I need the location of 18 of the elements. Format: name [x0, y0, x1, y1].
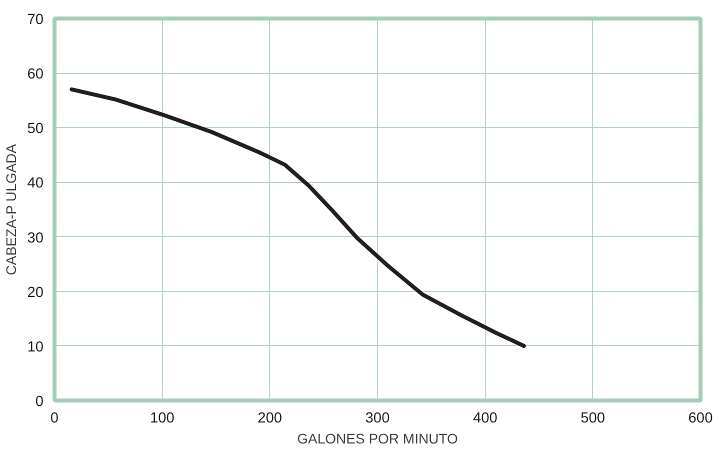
y-tick-label: 0 — [35, 394, 44, 410]
x-tick-label: 200 — [258, 410, 282, 426]
line-series — [70, 87, 526, 348]
x-axis-title: GALONES POR MINUTO — [297, 430, 458, 446]
x-tick-label: 300 — [365, 410, 390, 426]
y-tick-label: 50 — [27, 121, 44, 138]
y-tick-label: 20 — [27, 284, 44, 301]
x-tick-label: 0 — [50, 410, 59, 426]
y-tick-label: 40 — [27, 176, 44, 192]
y-axis-title: CABEZA-P ULGADA — [3, 143, 20, 276]
y-tick-label: 60 — [27, 66, 44, 83]
y-tick-label: 30 — [27, 230, 44, 246]
x-tick-label: 400 — [472, 410, 498, 426]
y-tick-label: 10 — [27, 339, 44, 356]
x-tick-label: 500 — [580, 410, 606, 426]
y-tick-label: 70 — [27, 12, 44, 28]
x-tick-label: 100 — [150, 410, 174, 426]
x-tick-label: 600 — [688, 410, 713, 426]
